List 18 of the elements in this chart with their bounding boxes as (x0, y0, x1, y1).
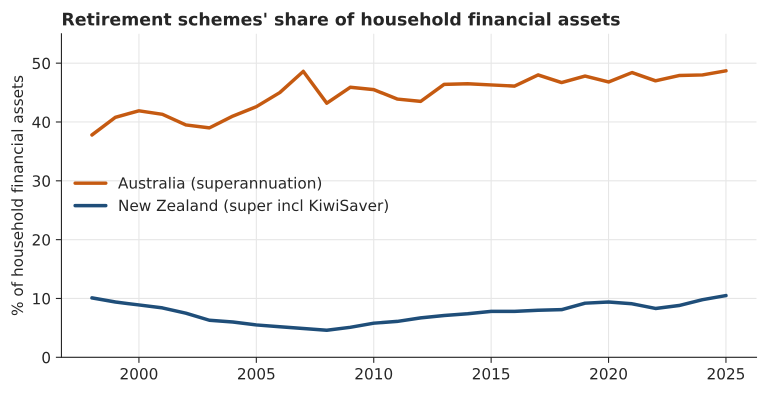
chart-title: Retirement schemes' share of household financial assets (63, 12, 620, 26)
x-tick-label: 2000 (120, 368, 158, 380)
x-tick-label: 2010 (355, 368, 392, 380)
x-tick-label: 2025 (708, 368, 744, 380)
y-axis-title: % of household financial assets (11, 76, 24, 316)
x-tick-label: 2015 (472, 368, 510, 380)
y-tick-label: 30 (32, 175, 50, 187)
legend-label: Australia (superannuation) (118, 176, 322, 192)
y-tick-label: 20 (32, 234, 50, 246)
legend-label: New Zealand (super incl KiwiSaver) (119, 199, 388, 214)
x-tick-label: 2005 (238, 368, 274, 380)
y-tick-label: 0 (42, 352, 50, 364)
y-tick-label: 40 (32, 116, 50, 128)
line-series (90, 294, 728, 332)
y-tick-label: 50 (32, 58, 50, 70)
y-tick-label: 10 (33, 292, 50, 304)
line-series (90, 69, 728, 137)
x-tick-label: 2020 (590, 368, 627, 380)
